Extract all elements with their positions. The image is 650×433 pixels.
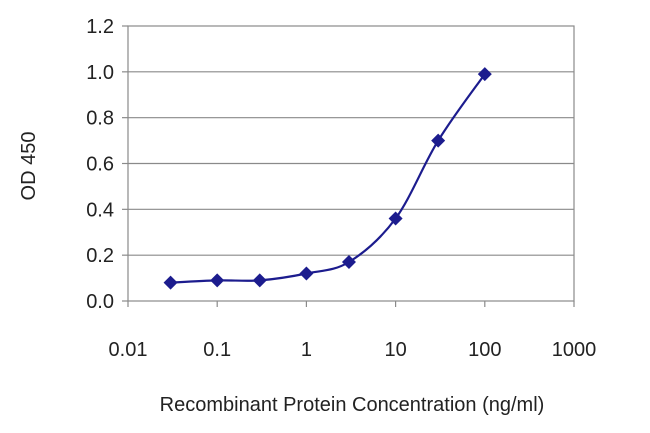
data-point-marker [299, 266, 314, 281]
x-tick-label: 1 [301, 339, 312, 361]
data-point-marker [252, 273, 267, 288]
y-tick-label: 1.0 [86, 62, 114, 84]
data-point-marker [163, 275, 178, 290]
y-axis-ticks: 0.0 0.2 0.4 0.6 0.8 1.0 1.2 [86, 16, 128, 313]
series-markers [163, 67, 492, 290]
x-tick-label: 100 [468, 339, 501, 361]
x-axis-title: Recombinant Protein Concentration (ng/ml… [160, 394, 545, 416]
x-tick-label: 10 [384, 339, 406, 361]
x-tick-label: 0.01 [109, 339, 148, 361]
y-tick-label: 0.0 [86, 291, 114, 313]
y-tick-label: 0.2 [86, 245, 114, 267]
data-point-marker [210, 273, 225, 288]
data-point-marker [341, 255, 356, 270]
x-axis-ticks: 0.01 0.1 1 10 100 1000 [109, 301, 597, 361]
y-tick-label: 1.2 [86, 16, 114, 38]
y-axis-title: OD 450 [18, 132, 40, 201]
y-tick-label: 0.6 [86, 154, 114, 176]
data-point-marker [477, 67, 492, 82]
data-point-marker [431, 133, 446, 148]
series-line [170, 73, 486, 284]
gridlines [128, 71, 574, 256]
x-tick-label: 0.1 [203, 339, 231, 361]
x-tick-label: 1000 [552, 339, 597, 361]
y-tick-label: 0.4 [86, 199, 114, 221]
data-point-marker [388, 211, 403, 226]
y-tick-label: 0.8 [86, 108, 114, 130]
